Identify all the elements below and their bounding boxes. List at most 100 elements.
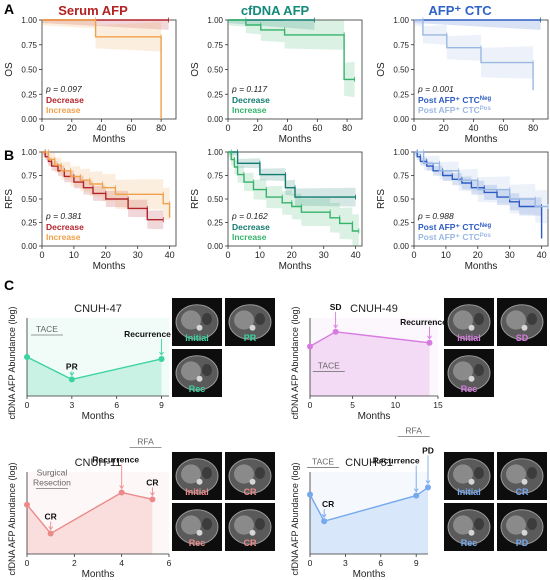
x-tick-label: 80 <box>528 123 538 133</box>
annotation-arrowhead <box>321 513 327 519</box>
survival-curve <box>42 19 162 119</box>
ct-scan-label: Initial <box>185 333 209 343</box>
y-tick-label: 0.25 <box>393 219 409 228</box>
data-point <box>426 339 433 346</box>
ct-liver <box>181 310 201 330</box>
column-title-2: AFP⁺ CTC <box>428 3 492 18</box>
x-tick-label: 0 <box>411 123 416 133</box>
annotation-label: Resection <box>33 478 71 488</box>
x-tick-label: 0 <box>39 250 44 260</box>
ct-liver <box>453 464 473 484</box>
ct-stomach <box>474 467 484 479</box>
x-tick-label: 10 <box>255 250 265 260</box>
y-axis-label: cfDNA AFP Abundance (log) <box>7 307 17 420</box>
panel-letter-a: A <box>4 1 14 17</box>
ct-scan-label: Initial <box>185 487 209 497</box>
ct-spine <box>196 375 203 382</box>
legend-entry: Increase <box>46 232 81 242</box>
case-title: CNUH-51 <box>345 457 393 469</box>
ci-band <box>42 20 169 30</box>
ct-scan-label: Initial <box>457 333 481 343</box>
legend-entry: Post AFP⁺ CTCPos <box>418 105 491 115</box>
annotation-label: RFA <box>405 425 422 435</box>
legend-entry: Decrease <box>46 222 84 232</box>
ct-scan-label: SD <box>516 333 529 343</box>
x-tick-label: 30 <box>319 250 329 260</box>
y-tick-label: 0.25 <box>393 90 409 99</box>
y-tick-label: 0.00 <box>393 115 409 124</box>
y-axis-label: OS <box>4 62 15 77</box>
ct-stomach <box>474 364 484 376</box>
legend-sup: Pos <box>480 106 492 112</box>
y-axis-label: RFS <box>4 189 15 209</box>
annotation-label: Surgical <box>37 468 68 478</box>
annotation-arrowhead <box>150 492 155 497</box>
x-tick-label: 3 <box>343 558 348 568</box>
ct-liver <box>234 515 254 535</box>
panel-letter-b: B <box>4 147 14 163</box>
ct-stomach <box>474 518 484 530</box>
ct-spine <box>468 324 475 331</box>
legend-sup: Neg <box>480 96 492 102</box>
data-point <box>307 491 313 498</box>
ct-stomach <box>527 313 537 325</box>
ct-stomach <box>474 313 484 325</box>
ct-liver <box>181 464 201 484</box>
y-tick-label: 0.75 <box>21 172 37 181</box>
ct-scan-label: CR <box>244 487 257 497</box>
x-tick-label: 60 <box>126 123 136 133</box>
survival-curve <box>228 151 359 232</box>
x-tick-label: 40 <box>537 250 547 260</box>
x-axis-label: Months <box>93 261 126 272</box>
annotation-arrowhead <box>159 351 164 356</box>
x-tick-label: 9 <box>159 400 164 410</box>
annotation-arrowhead <box>413 488 419 493</box>
ct-stomach <box>202 518 212 530</box>
ct-spine <box>196 478 203 485</box>
data-point <box>24 354 30 360</box>
x-tick-label: 40 <box>283 123 293 133</box>
y-tick-label: 1.00 <box>21 16 37 25</box>
y-axis-label: cfDNA AFP Abundance (log) <box>7 463 17 576</box>
data-point <box>149 496 156 503</box>
km-panel-os-1: 0.00 0.25 0.50 0.75 1.00 0 20 40 60 80 Months OS p =… <box>190 16 363 145</box>
ci-band <box>228 152 359 246</box>
case-title: CNUH-47 <box>74 303 122 315</box>
x-tick-label: 10 <box>391 400 401 410</box>
ct-spine <box>468 375 475 382</box>
legend-entry: Increase <box>232 105 267 115</box>
case-chart-cnuh-11: CNUH-11 0 2 4 6 Months cfDNA AFP Abundance (lo… <box>7 437 172 580</box>
x-tick-label: 60 <box>498 123 508 133</box>
data-point <box>332 328 339 335</box>
x-axis-label: Months <box>465 134 498 145</box>
ct-scan-grid-cnuh-51: Initial CR Rec PD <box>444 452 547 551</box>
ct-spine <box>249 478 256 485</box>
x-tick-label: 0 <box>39 123 44 133</box>
km-panel-os-0: 0.00 0.25 0.50 0.75 1.00 0 20 40 60 80 Months OS p =… <box>4 16 177 145</box>
legend-entry: Decrease <box>232 95 270 105</box>
x-tick-label: 5 <box>350 400 355 410</box>
y-tick-label: 1.00 <box>393 148 409 157</box>
y-tick-label: 0.50 <box>207 66 223 75</box>
ci-band <box>228 20 315 30</box>
ct-stomach <box>255 313 265 325</box>
x-tick-label: 20 <box>67 123 77 133</box>
ct-spine <box>468 529 475 536</box>
p-value: p = 0.381 <box>45 211 82 221</box>
ct-stomach <box>255 467 265 479</box>
x-tick-label: 6 <box>167 558 172 568</box>
x-tick-label: 20 <box>101 250 111 260</box>
x-tick-label: 80 <box>342 123 352 133</box>
data-point <box>307 343 313 350</box>
ct-scan-label: PR <box>244 333 257 343</box>
ct-spine <box>521 478 528 485</box>
y-tick-label: 0.50 <box>207 195 223 204</box>
data-point <box>413 492 420 499</box>
annotation-label: PR <box>66 361 78 371</box>
data-point <box>118 489 125 496</box>
data-point <box>321 518 328 525</box>
survival-curve <box>228 151 356 198</box>
legend-entry: Decrease <box>46 95 84 105</box>
y-tick-label: 1.00 <box>207 148 223 157</box>
case-chart-cnuh-47: CNUH-47 0 3 6 9 Months cfDNA AFP Abundance (lo… <box>7 303 171 422</box>
